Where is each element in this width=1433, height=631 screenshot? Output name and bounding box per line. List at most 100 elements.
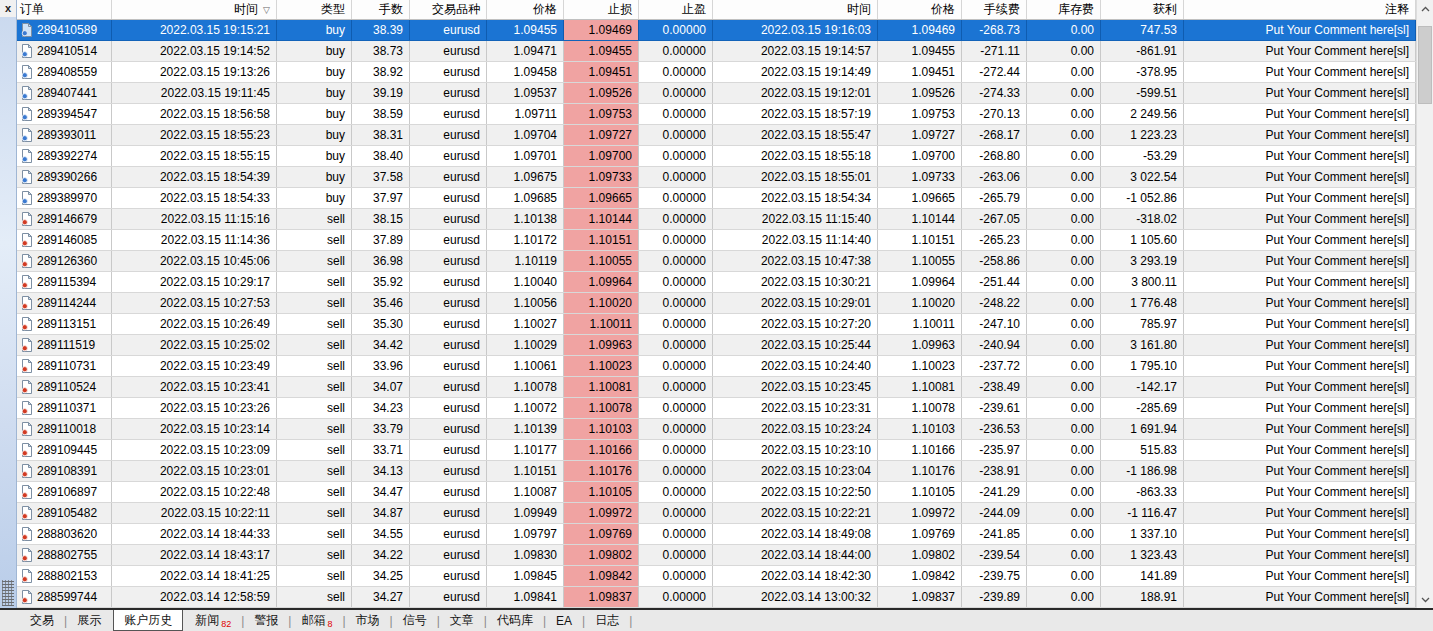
cell-sl: 1.09727 <box>564 125 639 145</box>
history-row[interactable]: 2893930112022.03.15 18:55:23buy38.31euru… <box>17 125 1416 146</box>
history-row[interactable]: 2891105242022.03.15 10:23:41sell34.07eur… <box>17 377 1416 398</box>
history-row[interactable]: 2893945472022.03.15 18:56:58buy38.59euru… <box>17 104 1416 125</box>
column-header-comment[interactable]: 注释 <box>1184 0 1416 19</box>
column-header-open-price[interactable]: 价格 <box>487 0 564 19</box>
tab-news[interactable]: 新闻82 <box>185 610 241 631</box>
cell-commission: -270.13 <box>962 104 1027 124</box>
cell-lots: 34.27 <box>352 587 410 607</box>
history-row[interactable]: 2888027552022.03.14 18:43:17sell34.22eur… <box>17 545 1416 566</box>
history-row[interactable]: 2891103712022.03.15 10:23:26sell34.23eur… <box>17 398 1416 419</box>
cell-close-time: 2022.03.15 19:14:57 <box>713 41 878 61</box>
tab-alerts[interactable]: 警报 <box>244 610 288 631</box>
cell-profit: -861.91 <box>1101 41 1184 61</box>
tab-market[interactable]: 市场 <box>346 610 390 631</box>
cell-open-price: 1.10027 <box>487 314 564 334</box>
order-number: 289393011 <box>37 125 96 145</box>
column-header-sl[interactable]: 止损 <box>564 0 639 19</box>
scroll-down-button[interactable] <box>1417 591 1433 608</box>
history-row[interactable]: 2885997442022.03.14 12:58:59sell34.27eur… <box>17 587 1416 608</box>
cell-symbol: eurusd <box>410 461 487 481</box>
cell-open-time: 2022.03.15 10:23:26 <box>112 398 277 418</box>
history-row[interactable]: 2891083912022.03.15 10:23:01sell34.13eur… <box>17 461 1416 482</box>
cell-close-time: 2022.03.15 19:14:49 <box>713 62 878 82</box>
column-header-label: 手续费 <box>984 2 1020 16</box>
tab-exposure[interactable]: 展示 <box>67 610 111 631</box>
tab-journal[interactable]: 日志 <box>585 610 629 631</box>
cell-symbol: eurusd <box>410 167 487 187</box>
cell-open-price: 1.10177 <box>487 440 564 460</box>
history-row[interactable]: 2888021532022.03.14 18:41:25sell34.25eur… <box>17 566 1416 587</box>
column-header-profit[interactable]: 获利 <box>1101 0 1184 19</box>
history-row[interactable]: 2891054822022.03.15 10:22:11sell34.87eur… <box>17 503 1416 524</box>
cell-comment: Put Your Comment here[sl] <box>1184 461 1416 481</box>
tab-label: 交易 <box>30 612 54 629</box>
history-row[interactable]: 2888036202022.03.14 18:44:33sell34.55eur… <box>17 524 1416 545</box>
tab-codebase[interactable]: 代码库 <box>487 610 543 631</box>
history-row[interactable]: 2894085592022.03.15 19:13:26buy38.92euru… <box>17 62 1416 83</box>
history-row[interactable]: 2891263602022.03.15 10:45:06sell36.98eur… <box>17 251 1416 272</box>
history-row[interactable]: 2894105892022.03.15 19:15:21buy38.39euru… <box>17 20 1416 41</box>
cell-swap: 0.00 <box>1027 167 1101 187</box>
history-row[interactable]: 2891460852022.03.15 11:14:36sell37.89eur… <box>17 230 1416 251</box>
history-row[interactable]: 2893922742022.03.15 18:55:15buy38.40euru… <box>17 146 1416 167</box>
tab-account-history[interactable]: 账户历史 <box>113 610 183 631</box>
order-doc-icon <box>21 590 33 604</box>
history-row[interactable]: 2894074412022.03.15 19:11:45buy39.19euru… <box>17 83 1416 104</box>
tab-articles[interactable]: 文章 <box>440 610 484 631</box>
column-header-type[interactable]: 类型 <box>277 0 352 19</box>
scrollbar-thumb[interactable] <box>1418 26 1432 104</box>
cell-tp: 0.00000 <box>639 146 713 166</box>
scroll-up-button[interactable] <box>1417 0 1433 17</box>
cell-profit: 1 795.10 <box>1101 356 1184 376</box>
tab-label: 警报 <box>254 612 278 629</box>
cell-order: 289114244 <box>17 293 112 313</box>
history-row[interactable]: 2894105142022.03.15 19:14:52buy38.73euru… <box>17 41 1416 62</box>
history-row[interactable]: 2891107312022.03.15 10:23:49sell33.96eur… <box>17 356 1416 377</box>
history-row[interactable]: 2891100182022.03.15 10:23:14sell33.79eur… <box>17 419 1416 440</box>
column-header-close-price[interactable]: 价格 <box>878 0 962 19</box>
cell-close-price: 1.09455 <box>878 41 962 61</box>
close-panel-button[interactable]: x <box>2 2 15 15</box>
cell-open-time: 2022.03.15 10:23:09 <box>112 440 277 460</box>
column-header-commission[interactable]: 手续费 <box>962 0 1027 19</box>
cell-lots: 34.42 <box>352 335 410 355</box>
tab-signals[interactable]: 信号 <box>393 610 437 631</box>
order-number: 289110371 <box>37 398 96 418</box>
tab-mailbox[interactable]: 邮箱8 <box>291 610 342 631</box>
tab-label: 文章 <box>450 612 474 629</box>
cell-commission: -271.11 <box>962 41 1027 61</box>
cell-open-price: 1.09685 <box>487 188 564 208</box>
history-row[interactable]: 2893902662022.03.15 18:54:39buy37.58euru… <box>17 167 1416 188</box>
history-row[interactable]: 2891094452022.03.15 10:23:09sell33.71eur… <box>17 440 1416 461</box>
column-header-symbol[interactable]: 交易品种 <box>410 0 487 19</box>
cell-close-price: 1.09700 <box>878 146 962 166</box>
column-header-order[interactable]: 订单 <box>17 0 112 19</box>
tab-ea[interactable]: EA <box>546 610 582 631</box>
column-header-tp[interactable]: 止盈 <box>639 0 713 19</box>
column-header-lots[interactable]: 手数 <box>352 0 410 19</box>
column-header-open-time[interactable]: 时间▽ <box>112 0 277 19</box>
history-row[interactable]: 2891131512022.03.15 10:26:49sell35.30eur… <box>17 314 1416 335</box>
history-row[interactable]: 2893899702022.03.15 18:54:33buy37.97euru… <box>17 188 1416 209</box>
cell-tp: 0.00000 <box>639 251 713 271</box>
history-row[interactable]: 2891142442022.03.15 10:27:53sell35.46eur… <box>17 293 1416 314</box>
vertical-scrollbar[interactable] <box>1416 0 1433 608</box>
cell-close-price: 1.10176 <box>878 461 962 481</box>
history-row[interactable]: 2891115192022.03.15 10:25:02sell34.42eur… <box>17 335 1416 356</box>
column-header-close-time[interactable]: 时间 <box>713 0 878 19</box>
cell-symbol: eurusd <box>410 335 487 355</box>
cell-lots: 38.31 <box>352 125 410 145</box>
cell-open-time: 2022.03.14 12:58:59 <box>112 587 277 607</box>
cell-profit: 1 691.94 <box>1101 419 1184 439</box>
cell-open-price: 1.10087 <box>487 482 564 502</box>
cell-open-time: 2022.03.15 10:27:53 <box>112 293 277 313</box>
cell-sl: 1.09802 <box>564 545 639 565</box>
cell-swap: 0.00 <box>1027 398 1101 418</box>
history-row[interactable]: 2891153942022.03.15 10:29:17sell35.92eur… <box>17 272 1416 293</box>
tab-trade[interactable]: 交易 <box>20 610 64 631</box>
column-header-swap[interactable]: 库存费 <box>1027 0 1101 19</box>
cell-close-time: 2022.03.15 10:27:20 <box>713 314 878 334</box>
history-row[interactable]: 2891068972022.03.15 10:22:48sell34.47eur… <box>17 482 1416 503</box>
order-doc-icon <box>21 254 33 268</box>
history-row[interactable]: 2891466792022.03.15 11:15:16sell38.15eur… <box>17 209 1416 230</box>
